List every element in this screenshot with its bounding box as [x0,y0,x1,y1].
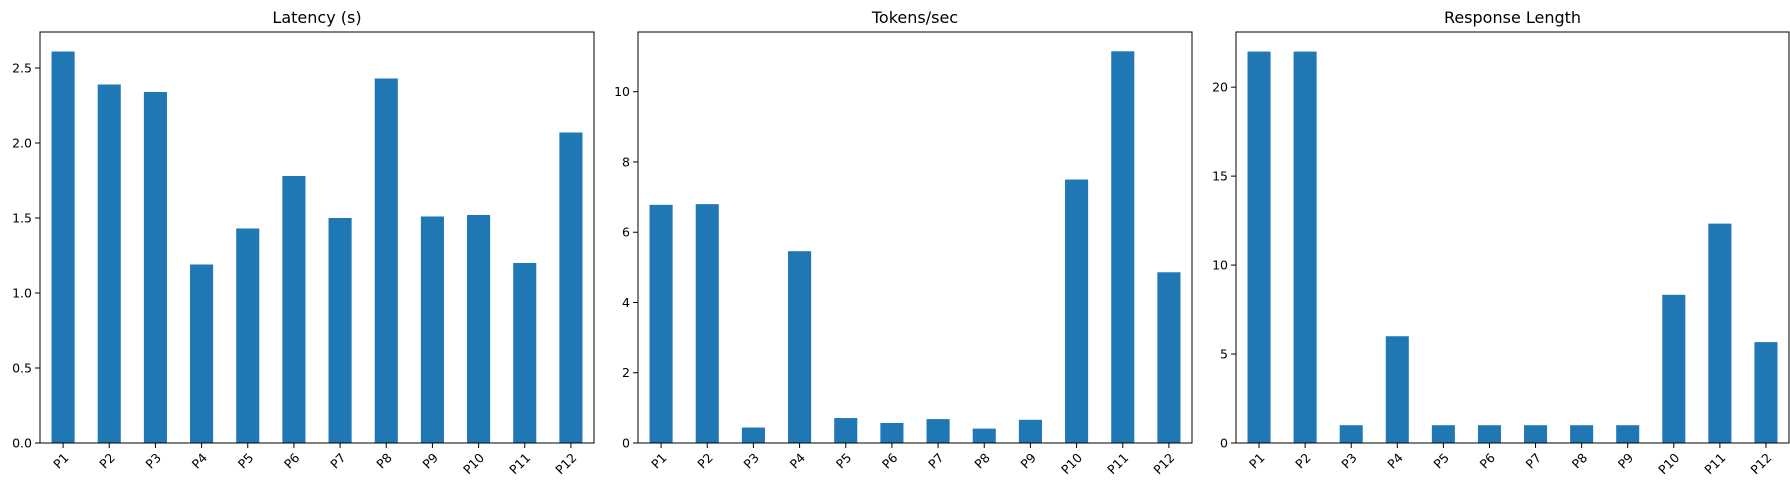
bar-p4 [1385,336,1409,443]
x-tick-label: P8 [971,450,993,472]
y-tick-label: 8 [622,154,630,169]
x-tick-label: P11 [506,450,533,477]
x-tick-label: P5 [235,450,257,472]
bar-p6 [282,176,306,443]
bar-p6 [880,422,904,443]
x-tick-label: P1 [50,450,72,472]
bar-p2 [695,204,719,443]
x-tick-label: P11 [1104,450,1131,477]
x-tick-label: P9 [419,450,441,472]
chart-panel-3: Response Length 0 5 10 15 20 P1 P2 P3 P4 P5 P6 P7 P8 P… [1212,8,1790,477]
y-tick-label: 5 [1220,347,1228,362]
bar-p7 [328,218,352,443]
bar-p4 [190,264,214,443]
axes-frame [637,31,1193,444]
x-tick-label: P1 [648,450,670,472]
y-tick-label: 4 [622,295,630,310]
bar-p3 [741,427,765,443]
bar-p2 [1293,51,1317,443]
bar-p4 [788,251,812,443]
x-tick-label: P4 [1384,450,1406,472]
x-tick-label: P10 [1655,450,1682,477]
x-tick-label: P3 [1338,450,1360,472]
bar-p3 [1339,425,1363,443]
x-tick-label: P10 [1058,450,1085,477]
bar-p10 [467,215,491,443]
bar-p5 [236,228,260,443]
x-tick-label: P6 [281,450,303,472]
y-tick-label: 10 [1212,258,1228,273]
y-tick-label: 2 [622,365,630,380]
bar-p5 [834,418,858,443]
x-tick-label: P12 [552,450,579,477]
bar-p9 [420,216,444,443]
x-tick-label: P12 [1747,450,1774,477]
x-tick-label: P12 [1150,450,1177,477]
x-tick-label: P3 [142,450,164,472]
chart-title: Response Length [1444,8,1581,27]
x-tick-label: P8 [1569,450,1591,472]
bar-p8 [374,78,398,443]
x-tick-label: P2 [1292,450,1314,472]
axes-frame [1235,31,1790,444]
bar-p8 [1570,425,1594,443]
x-tick-label: P11 [1701,450,1728,477]
bar-p11 [1708,223,1732,443]
y-tick-label: 15 [1212,169,1228,184]
axes-frame [39,31,595,444]
bar-p9 [1616,425,1640,443]
bar-p12 [559,132,583,443]
y-tick-label: 0.0 [12,436,32,451]
bar-p12 [1157,272,1181,443]
y-tick-label: 0.5 [12,361,32,376]
bar-p7 [1524,425,1548,443]
x-tick-label: P7 [1523,450,1545,472]
x-tick-label: P9 [1017,450,1039,472]
x-tick-label: P4 [189,450,211,472]
chart-panel-1: Latency (s) 0.0 0.5 1.0 1.5 2.0 2.5 P1 P2 P3 P4 P5 P… [12,8,595,477]
x-tick-label: P10 [460,450,487,477]
chart-title: Latency (s) [272,8,361,27]
bar-p5 [1431,425,1455,443]
x-tick-label: P7 [327,450,349,472]
bar-p6 [1477,425,1501,443]
x-tick-label: P7 [925,450,947,472]
y-tick-label: 1.5 [12,211,32,226]
bar-p8 [972,428,996,443]
x-tick-label: P8 [373,450,395,472]
bar-p12 [1754,342,1778,443]
x-tick-label: P5 [833,450,855,472]
x-tick-label: P6 [879,450,901,472]
x-tick-label: P5 [1430,450,1452,472]
y-tick-label: 10 [614,84,630,99]
y-tick-label: 6 [622,225,630,240]
y-tick-label: 1.0 [12,286,32,301]
x-tick-label: P6 [1476,450,1498,472]
x-tick-label: P4 [787,450,809,472]
bar-p11 [513,263,537,443]
bar-p10 [1662,294,1686,443]
x-tick-label: P2 [694,450,716,472]
bar-p9 [1018,419,1042,443]
bar-p11 [1111,51,1135,443]
y-tick-label: 2.0 [12,136,32,151]
y-tick-label: 2.5 [12,61,32,76]
x-tick-label: P3 [740,450,762,472]
y-tick-label: 0 [622,436,630,451]
bar-p1 [1247,51,1271,443]
chart-panel-2: Tokens/sec 0 2 4 6 8 10 P1 P2 P3 P4 P5 P6 P7 P8 P9 P10 P1… [614,8,1193,477]
bar-p7 [926,419,950,443]
x-tick-label: P2 [96,450,118,472]
x-tick-label: P1 [1246,450,1268,472]
x-tick-label: P9 [1615,450,1637,472]
y-tick-label: 20 [1212,80,1228,95]
y-tick-label: 0 [1220,436,1228,451]
bar-p1 [649,204,673,443]
bar-p2 [97,84,121,443]
bar-p10 [1065,179,1089,444]
bar-p3 [143,92,167,443]
bar-p1 [51,51,75,443]
chart-title: Tokens/sec [871,8,958,27]
